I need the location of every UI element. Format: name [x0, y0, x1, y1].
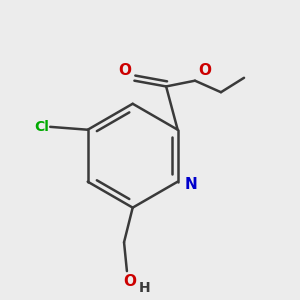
Text: O: O	[118, 63, 131, 78]
Text: O: O	[198, 63, 211, 78]
Text: H: H	[139, 281, 150, 295]
Text: O: O	[123, 274, 136, 289]
Text: Cl: Cl	[34, 120, 49, 134]
Text: N: N	[185, 177, 198, 192]
